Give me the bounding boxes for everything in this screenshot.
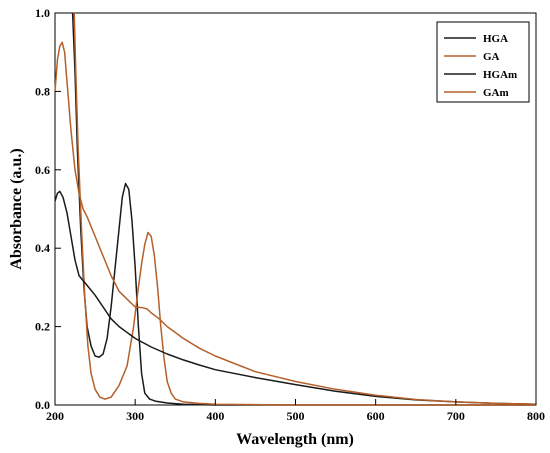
y-tick-label: 0.6 xyxy=(35,163,50,177)
y-tick-label: 0.4 xyxy=(35,241,50,255)
y-tick-label: 0.0 xyxy=(35,398,50,412)
legend-label-gam: GAm xyxy=(483,87,509,99)
x-tick-label: 300 xyxy=(126,409,144,423)
x-tick-label: 700 xyxy=(447,409,465,423)
x-tick-label: 500 xyxy=(287,409,305,423)
legend-label-hga: HGA xyxy=(483,33,508,45)
series-layer xyxy=(54,12,537,406)
series-line-ga xyxy=(73,12,536,406)
series-line-gam xyxy=(54,41,537,405)
legend-label-ga: GA xyxy=(483,51,500,63)
x-axis-title: Wavelength (nm) xyxy=(236,431,354,448)
x-tick-label: 200 xyxy=(46,409,64,423)
y-tick-label: 0.2 xyxy=(35,320,50,334)
tick-layer: 200 300 400 500 600 700 800 0.0 0.2 0.4 0.6 0.8 1.0 xyxy=(35,6,545,423)
y-axis-title: Absorbance (a.u.) xyxy=(8,148,25,269)
y-tick-label: 1.0 xyxy=(35,6,50,20)
x-tick-label: 800 xyxy=(527,409,545,423)
legend-box xyxy=(436,21,530,103)
y-tick-label: 0.8 xyxy=(35,84,50,98)
x-tick-label: 600 xyxy=(367,409,385,423)
legend: HGA GA HGAm GAm xyxy=(436,21,530,103)
legend-label-hgam: HGAm xyxy=(483,69,517,81)
series-line-hgam xyxy=(54,190,537,405)
x-tick-label: 400 xyxy=(206,409,224,423)
